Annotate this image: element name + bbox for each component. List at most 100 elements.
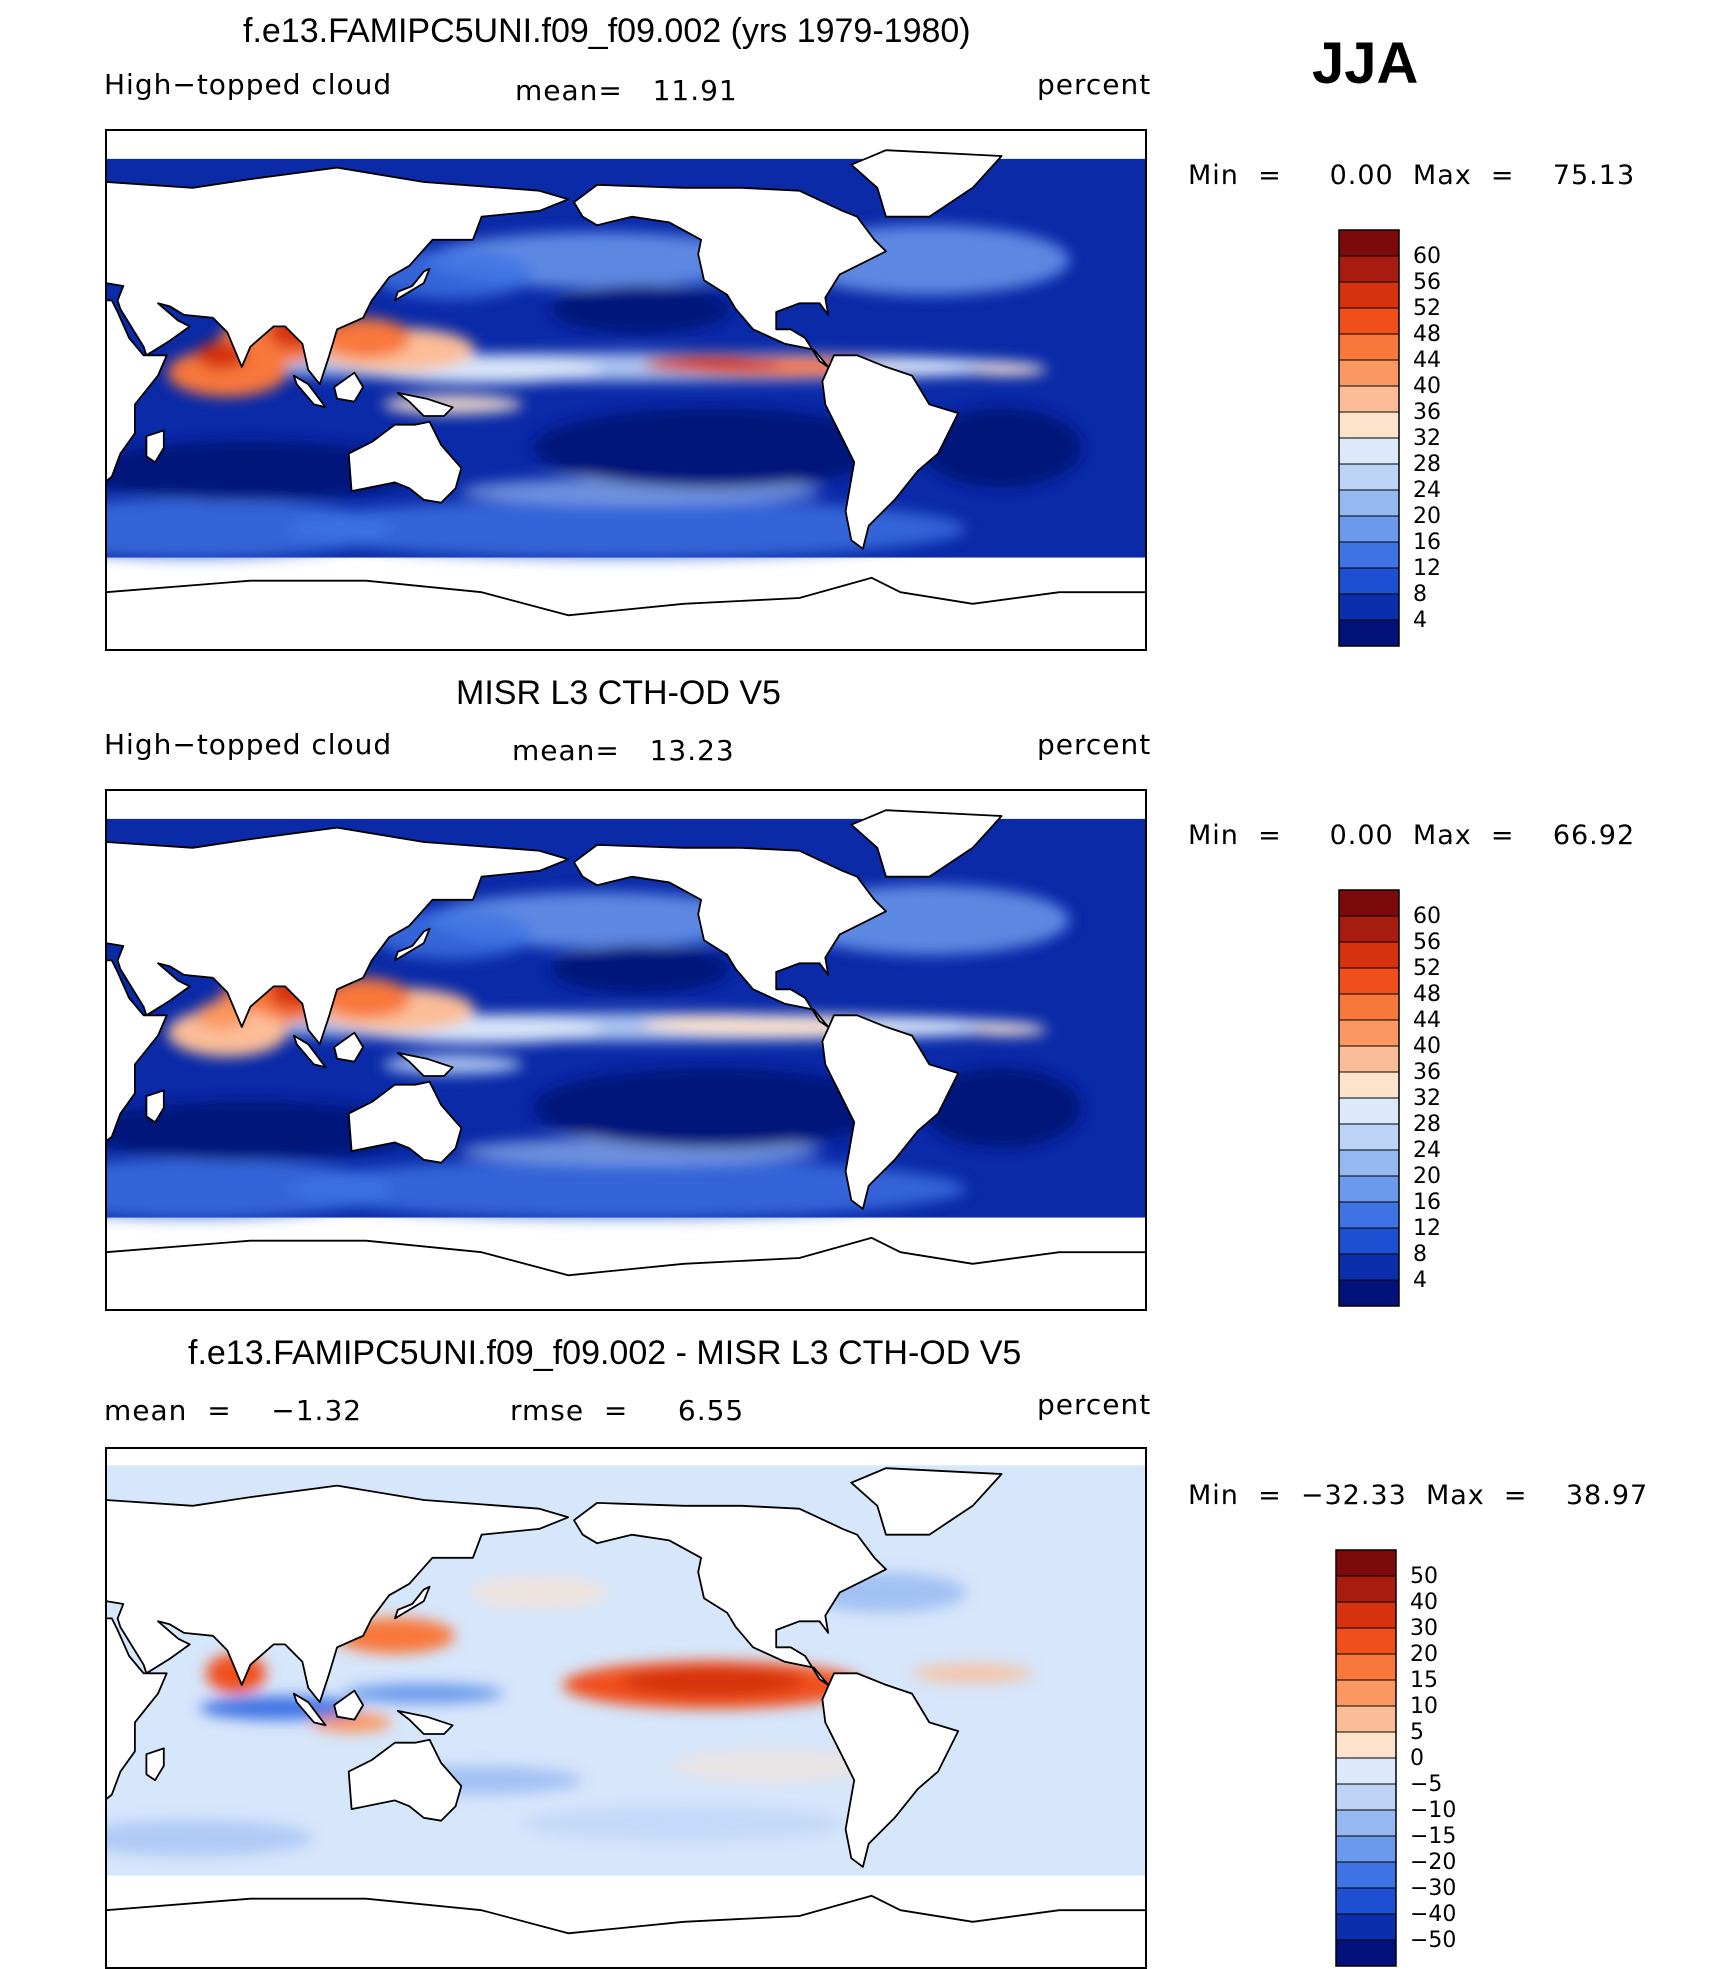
panel-1-frame — [105, 129, 1147, 651]
colorbar-swatch — [1338, 889, 1400, 917]
colorbar-swatch — [1335, 1757, 1397, 1785]
colorbar-tick-label: 44 — [1413, 348, 1441, 373]
colorbar-tick-label: 10 — [1410, 1694, 1438, 1719]
colorbar-tick-label: 40 — [1410, 1590, 1438, 1615]
colorbar-swatch — [1338, 541, 1400, 569]
colorbar-swatch — [1338, 437, 1400, 465]
field-blob — [921, 407, 1082, 488]
panel-1-title: f.e13.FAMIPC5UNI.f09_f09.002 (yrs 1979-1… — [243, 12, 971, 50]
colorbar-swatch — [1335, 1575, 1397, 1603]
land-sumatra — [292, 1692, 327, 1727]
panel-3-units-label: percent — [1037, 1388, 1152, 1421]
land-eurasia — [106, 1484, 570, 1704]
land-eurasia — [106, 826, 570, 1046]
colorbar-swatch — [1338, 411, 1400, 439]
colorbar-tick-label: 30 — [1410, 1616, 1438, 1641]
colorbar-swatch — [1338, 307, 1400, 335]
land-southamerica — [821, 1014, 960, 1210]
land-southamerica — [821, 1672, 960, 1868]
colorbar-tick-label: 40 — [1413, 1034, 1441, 1059]
colorbar-tick-label: 36 — [1413, 1060, 1441, 1085]
colorbar-swatch — [1338, 967, 1400, 995]
land-southamerica — [821, 354, 960, 550]
field-blob — [523, 1805, 844, 1842]
land-newguinea — [396, 1052, 454, 1077]
field-blob — [321, 318, 411, 358]
panel-2-units-label: percent — [1037, 728, 1152, 761]
colorbar-tick-label: 16 — [1413, 1190, 1441, 1215]
land-japan — [394, 267, 431, 302]
panel-2-title: MISR L3 CTH-OD V5 — [456, 674, 781, 712]
land-japan — [394, 1585, 431, 1620]
land-northamerica — [573, 1502, 887, 1686]
colorbar-outline — [1338, 229, 1400, 647]
colorbar-tick-label: 4 — [1413, 608, 1427, 633]
land-borneo — [333, 1031, 364, 1063]
panel-2-mean-label: mean= 13.23 — [512, 734, 735, 767]
colorbar-tick-label: 60 — [1413, 904, 1441, 929]
land-madagascar — [145, 429, 165, 464]
field-blob — [469, 1576, 610, 1609]
colorbar-tick-label: 15 — [1410, 1668, 1438, 1693]
colorbar-tick-label: −5 — [1410, 1772, 1442, 1797]
colorbar-swatch — [1338, 1253, 1400, 1281]
colorbar-swatch — [1335, 1653, 1397, 1681]
land-northamerica — [573, 844, 887, 1028]
colorbar-tick-label: 52 — [1413, 956, 1441, 981]
colorbar-tick-label: 50 — [1410, 1564, 1438, 1589]
panel-3-minmax: Min = −32.33 Max = 38.97 — [1188, 1480, 1649, 1511]
land-masses — [106, 149, 1146, 650]
colorbar-swatch — [1335, 1627, 1397, 1655]
land-newguinea — [396, 392, 454, 417]
panel-1-mean-label: mean= 11.91 — [515, 74, 738, 107]
panel-2-frame — [105, 789, 1147, 1311]
panel-1-units-label: percent — [1037, 68, 1152, 101]
colorbar-swatch — [1338, 489, 1400, 517]
land-greenland — [850, 149, 1003, 218]
land-sumatra — [292, 374, 327, 409]
colorbar-swatch — [1338, 1149, 1400, 1177]
field-blob — [912, 1663, 1033, 1684]
colorbar-swatch — [1335, 1939, 1397, 1967]
colorbar-tick-label: 36 — [1413, 400, 1441, 425]
panel-3-map — [106, 1448, 1146, 1968]
colorbar-swatch — [1338, 1019, 1400, 1047]
colorbar-swatch — [1335, 1861, 1397, 1889]
field-blob — [167, 348, 288, 397]
season-label: JJA — [1312, 31, 1419, 96]
colorbar-tick-label: −50 — [1410, 1928, 1456, 1953]
colorbar-swatch — [1338, 1175, 1400, 1203]
field-blob — [967, 363, 1048, 376]
land-eurasia — [106, 166, 570, 386]
colorbar-tick-label: −15 — [1410, 1824, 1456, 1849]
colorbar-tick-label: 28 — [1413, 1112, 1441, 1137]
colorbar-swatch — [1338, 515, 1400, 543]
colorbar-swatch — [1338, 1279, 1400, 1307]
colorbar-swatch — [1335, 1679, 1397, 1707]
panel-3-title: f.e13.FAMIPC5UNI.f09_f09.002 - MISR L3 C… — [188, 1334, 1022, 1372]
field-blob — [550, 285, 731, 334]
colorbar-tick-label: 12 — [1413, 556, 1441, 581]
field-blob — [286, 1158, 966, 1219]
field-blob — [532, 1067, 893, 1148]
colorbar-swatch — [1335, 1549, 1397, 1577]
colorbar-swatch — [1338, 1071, 1400, 1099]
colorbar-swatch — [1338, 1123, 1400, 1151]
land-madagascar — [145, 1089, 165, 1124]
panel-1-minmax: Min = 0.00 Max = 75.13 — [1188, 160, 1636, 191]
field-blob — [532, 407, 893, 488]
field-blob — [321, 978, 411, 1018]
colorbar-tick-label: 24 — [1413, 1138, 1441, 1163]
colorbar-tick-label: 8 — [1413, 582, 1427, 607]
field-blob — [311, 1712, 392, 1733]
field-blob — [642, 355, 783, 373]
colorbar-swatch — [1338, 229, 1400, 257]
colorbar-swatch — [1338, 1227, 1400, 1255]
colorbar-tick-label: 56 — [1413, 930, 1441, 955]
field-blob — [106, 498, 393, 559]
land-newguinea — [396, 1710, 454, 1735]
panel-1-map — [106, 130, 1146, 650]
colorbar-tick-label: 60 — [1413, 244, 1441, 269]
